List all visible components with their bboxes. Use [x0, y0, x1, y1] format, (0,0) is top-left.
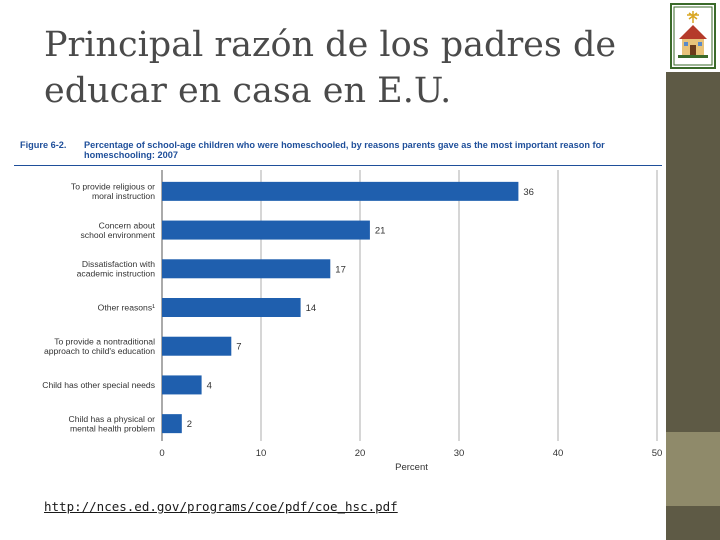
bar — [162, 414, 182, 434]
bar-value-label: 36 — [523, 187, 534, 198]
bar-value-label: 2 — [187, 419, 192, 430]
category-label-line: To provide religious or — [71, 182, 155, 192]
category-label-line: Child has a physical or — [69, 414, 156, 424]
bar — [162, 259, 331, 279]
bar-chart: 0 10 20 30 40 50 Percent 36 To provide religious… — [42, 170, 662, 472]
slide-title: Principal razón de los padres de educar … — [44, 22, 644, 114]
logo-panel — [666, 0, 720, 72]
figure-divider — [14, 165, 662, 166]
bar — [162, 336, 232, 356]
x-tick-label: 50 — [652, 448, 662, 459]
category-label-line: Child has other special needs — [42, 380, 155, 390]
x-tick-label: 0 — [159, 448, 164, 459]
x-axis-label: Percent — [395, 462, 428, 472]
x-tick-label: 40 — [553, 448, 564, 459]
category-label-line: To provide a nontraditional — [54, 336, 155, 346]
slide-title-line-2: educar en casa en E.U. — [44, 71, 452, 111]
bar — [162, 220, 370, 240]
bar-value-label: 21 — [375, 226, 386, 237]
bar-value-label: 17 — [335, 264, 346, 275]
category-label: Child has a physical or mental health pro… — [69, 414, 156, 434]
slide-title-line-1: Principal razón de los padres de — [44, 25, 617, 65]
sidebar-accent-block — [666, 432, 720, 506]
x-tick-label: 30 — [454, 448, 465, 459]
category-label: To provide a nontraditional approach to c… — [44, 336, 155, 356]
source-link[interactable]: http://nces.ed.gov/programs/coe/pdf/coe_… — [44, 499, 398, 514]
category-label: Child has other special needs — [42, 380, 155, 390]
category-label-line: approach to child's education — [44, 346, 155, 356]
bar-value-label: 4 — [207, 380, 212, 391]
category-label: Dissatisfaction with academic instruction — [77, 259, 156, 279]
x-tick-label: 20 — [355, 448, 366, 459]
bar — [162, 375, 202, 395]
x-tick-label: 10 — [256, 448, 267, 459]
category-label: Concern about school environment — [80, 220, 155, 240]
category-label-line: academic instruction — [77, 269, 156, 279]
category-label-line: Concern about — [99, 220, 156, 230]
figure-panel: Figure 6-2. Percentage of school-age chi… — [14, 134, 662, 472]
category-label-line: Dissatisfaction with — [82, 259, 155, 269]
bar-value-label: 7 — [236, 342, 241, 353]
bar-value-label: 14 — [306, 303, 317, 314]
category-label-line: moral instruction — [92, 191, 155, 201]
bar — [162, 298, 301, 317]
figure-caption: Percentage of school-age children who we… — [84, 140, 605, 160]
category-label-line: mental health problem — [70, 423, 155, 433]
category-label: Other reasons¹ — [98, 303, 155, 313]
figure-number: Figure 6-2. — [20, 140, 67, 150]
category-label-line: school environment — [80, 230, 155, 240]
category-label-line: Other reasons¹ — [98, 303, 155, 313]
category-label: To provide religious or moral instruction — [71, 182, 155, 202]
side-bar — [666, 0, 720, 540]
school-house-logo-icon — [670, 3, 716, 69]
bar — [162, 181, 519, 201]
